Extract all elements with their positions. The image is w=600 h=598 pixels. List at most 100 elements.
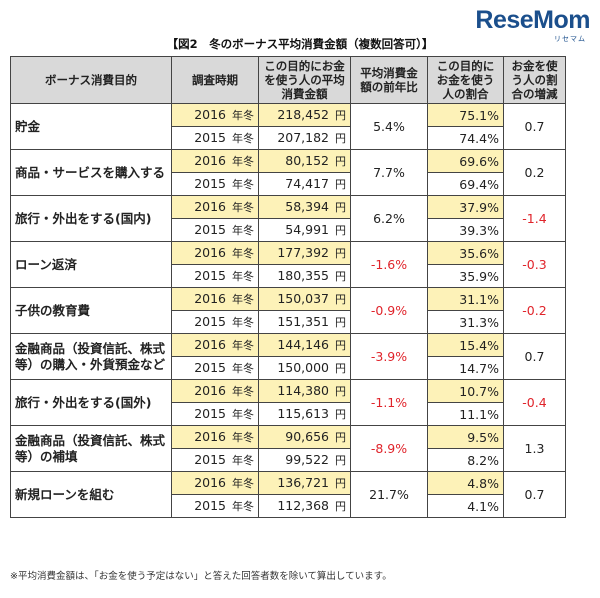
period-season: 年冬 xyxy=(232,477,254,490)
ratio-2016-cell: 37.9% xyxy=(427,195,504,219)
amount-value: 74,417 xyxy=(285,176,330,191)
yen-unit: 円 xyxy=(335,224,346,237)
amount-value: 150,000 xyxy=(277,360,330,375)
amount-value: 144,146 xyxy=(277,337,330,352)
period-season: 年冬 xyxy=(232,316,254,329)
amount-value: 150,037 xyxy=(277,291,330,306)
amount-2016-cell: 90,656 円 xyxy=(258,425,351,449)
table-row: 2015 年冬 207,182 円 74.4% xyxy=(11,126,566,150)
period-year: 2015 xyxy=(194,176,227,191)
ratio-diff-cell: 0.7 xyxy=(503,103,566,150)
table-row: 2015 年冬 99,522 円 8.2% xyxy=(11,448,566,472)
period-year: 2016 xyxy=(194,291,227,306)
table-row: 商品・サービスを購入する 2016 年冬 80,152 円 7.7% 69.6% 0.2 xyxy=(10,149,566,196)
period-year: 2016 xyxy=(194,153,227,168)
amount-value: 90,656 xyxy=(285,429,330,444)
header-ratio: この目的にお金を使う人の割合 xyxy=(427,56,504,104)
amount-2016-cell: 58,394 円 xyxy=(258,195,351,219)
period-year: 2015 xyxy=(194,498,227,513)
ratio-2015-cell: 35.9% xyxy=(427,264,504,288)
amount-value: 54,991 xyxy=(285,222,330,237)
period-season: 年冬 xyxy=(232,247,254,260)
period-year: 2016 xyxy=(194,199,227,214)
amount-value: 207,182 xyxy=(277,130,330,145)
ratio-diff-cell: -0.4 xyxy=(503,379,566,426)
amount-value: 99,522 xyxy=(285,452,330,467)
ratio-2015-cell: 14.7% xyxy=(427,356,504,380)
period-2016-cell: 2016 年冬 xyxy=(171,241,259,265)
header-yoy: 平均消費金額の前年比 xyxy=(350,56,428,104)
period-2016-cell: 2016 年冬 xyxy=(171,103,259,127)
amount-2015-cell: 180,355 円 xyxy=(258,264,351,288)
yoy-cell: -3.9% xyxy=(350,333,428,380)
header-purpose: ボーナス消費目的 xyxy=(10,56,172,104)
ratio-diff-cell: 0.2 xyxy=(503,149,566,196)
ratio-2016-cell: 9.5% xyxy=(427,425,504,449)
amount-value: 80,152 xyxy=(285,153,330,168)
yen-unit: 円 xyxy=(335,178,346,191)
period-season: 年冬 xyxy=(232,408,254,421)
figure-title: 【図2 冬のボーナス平均消費金額（複数回答可）】 xyxy=(166,37,434,51)
amount-value: 58,394 xyxy=(285,199,330,214)
ratio-diff-cell: 1.3 xyxy=(503,425,566,472)
ratio-2015-cell: 39.3% xyxy=(427,218,504,242)
bonus-spending-table: ボーナス消費目的 調査時期 この目的にお金を使う人の平均消費金額 平均消費金額の… xyxy=(10,56,566,518)
logo-subtext: リセマム xyxy=(554,36,586,43)
yoy-cell: 7.7% xyxy=(350,149,428,196)
period-2015-cell: 2015 年冬 xyxy=(171,218,259,242)
table-row: 旅行・外出をする(国外) 2016 年冬 114,380 円 -1.1% 10.7% -0… xyxy=(10,379,566,426)
amount-2016-cell: 80,152 円 xyxy=(258,149,351,173)
header-row: ボーナス消費目的 調査時期 この目的にお金を使う人の平均消費金額 平均消費金額の… xyxy=(10,56,566,104)
period-season: 年冬 xyxy=(232,362,254,375)
yoy-cell: -1.1% xyxy=(350,379,428,426)
period-year: 2015 xyxy=(194,222,227,237)
table-row: 2015 年冬 54,991 円 39.3% xyxy=(11,218,566,242)
header-ratio-diff: お金を使う人の割合の増減 xyxy=(503,56,566,104)
amount-2015-cell: 74,417 円 xyxy=(258,172,351,196)
ratio-2015-cell: 31.3% xyxy=(427,310,504,334)
period-2015-cell: 2015 年冬 xyxy=(171,310,259,334)
ratio-2016-cell: 69.6% xyxy=(427,149,504,173)
ratio-2015-cell: 74.4% xyxy=(427,126,504,150)
ratio-2016-cell: 75.1% xyxy=(427,103,504,127)
yen-unit: 円 xyxy=(335,431,346,444)
header-period: 調査時期 xyxy=(171,56,259,104)
yoy-cell: 5.4% xyxy=(350,103,428,150)
purpose-cell: 新規ローンを組む xyxy=(10,471,172,518)
yoy-cell: -8.9% xyxy=(350,425,428,472)
yen-unit: 円 xyxy=(335,316,346,329)
period-2016-cell: 2016 年冬 xyxy=(171,333,259,357)
yoy-cell: 21.7% xyxy=(350,471,428,518)
resemom-logo: ReseMom xyxy=(475,6,590,35)
period-year: 2015 xyxy=(194,360,227,375)
table-row: 新規ローンを組む 2016 年冬 136,721 円 21.7% 4.8% 0.7 xyxy=(10,471,566,518)
yen-unit: 円 xyxy=(335,201,346,214)
yen-unit: 円 xyxy=(335,109,346,122)
period-2016-cell: 2016 年冬 xyxy=(171,195,259,219)
period-2016-cell: 2016 年冬 xyxy=(171,149,259,173)
period-year: 2016 xyxy=(194,107,227,122)
amount-2016-cell: 218,452 円 xyxy=(258,103,351,127)
yen-unit: 円 xyxy=(335,385,346,398)
period-2015-cell: 2015 年冬 xyxy=(171,264,259,288)
yen-unit: 円 xyxy=(335,247,346,260)
period-season: 年冬 xyxy=(232,224,254,237)
period-season: 年冬 xyxy=(232,178,254,191)
yen-unit: 円 xyxy=(335,362,346,375)
period-2016-cell: 2016 年冬 xyxy=(171,425,259,449)
purpose-cell: 旅行・外出をする(国内) xyxy=(10,195,172,242)
amount-2016-cell: 177,392 円 xyxy=(258,241,351,265)
ratio-2016-cell: 35.6% xyxy=(427,241,504,265)
amount-2015-cell: 115,613 円 xyxy=(258,402,351,426)
yen-unit: 円 xyxy=(335,408,346,421)
period-season: 年冬 xyxy=(232,500,254,513)
purpose-cell: 旅行・外出をする(国外) xyxy=(10,379,172,426)
period-year: 2015 xyxy=(194,406,227,421)
period-year: 2015 xyxy=(194,268,227,283)
table-row: 2015 年冬 151,351 円 31.3% xyxy=(11,310,566,334)
period-2016-cell: 2016 年冬 xyxy=(171,471,259,495)
period-2016-cell: 2016 年冬 xyxy=(171,379,259,403)
yoy-cell: -1.6% xyxy=(350,241,428,288)
amount-2016-cell: 136,721 円 xyxy=(258,471,351,495)
amount-2016-cell: 150,037 円 xyxy=(258,287,351,311)
